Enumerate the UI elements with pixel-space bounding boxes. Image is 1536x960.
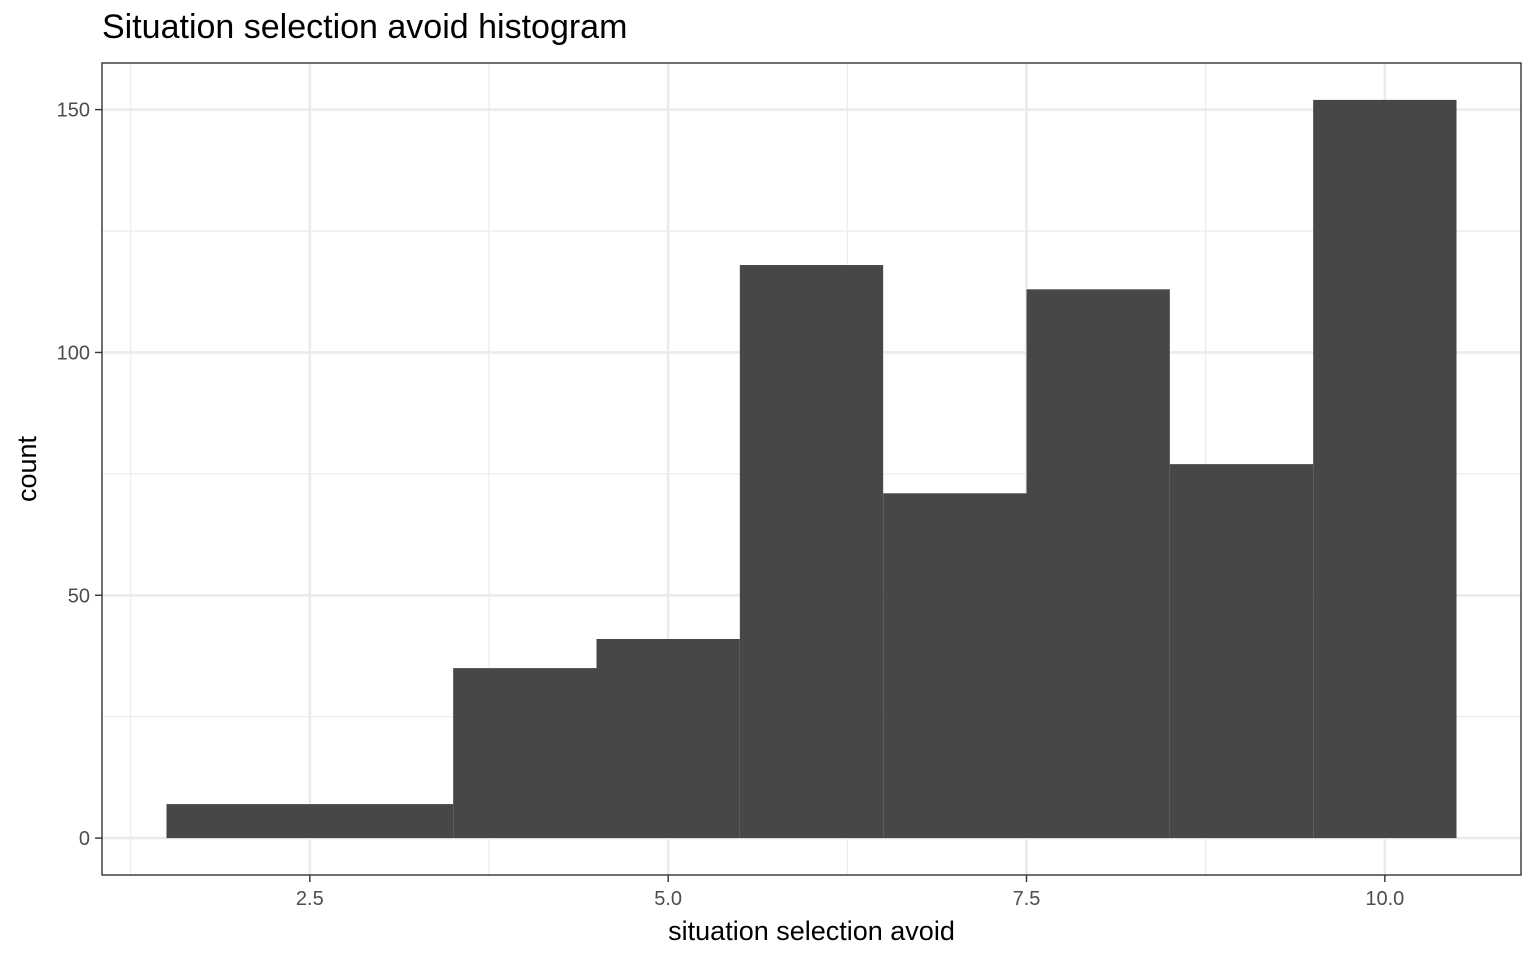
histogram-bar <box>453 668 597 839</box>
panel-border <box>101 62 1522 876</box>
histogram-bar <box>166 804 454 839</box>
histogram-bar <box>596 638 740 839</box>
y-tick-label: 0 <box>79 828 90 850</box>
x-tick-label: 10.0 <box>1365 888 1404 910</box>
x-tick-label: 5.0 <box>654 888 682 910</box>
x-tick-label: 7.5 <box>1013 888 1041 910</box>
histogram-bar <box>1313 99 1457 839</box>
histogram-bars <box>166 99 1457 839</box>
y-tick-label: 100 <box>57 342 90 364</box>
histogram-bar <box>1026 289 1170 839</box>
histogram-bar <box>1169 464 1314 839</box>
x-axis-title: situation selection avoid <box>668 916 955 946</box>
histogram-bar <box>739 265 884 839</box>
histogram-bar <box>883 493 1027 839</box>
y-tick-label: 150 <box>57 100 90 122</box>
axis-ticks: 2.5 5.0 7.5 10.0 0 50 100 150 <box>57 100 1405 910</box>
chart-title: Situation selection avoid histogram <box>102 8 628 46</box>
x-tick-label: 2.5 <box>296 888 324 910</box>
y-axis-title: count <box>12 435 42 502</box>
y-tick-label: 50 <box>68 585 90 607</box>
